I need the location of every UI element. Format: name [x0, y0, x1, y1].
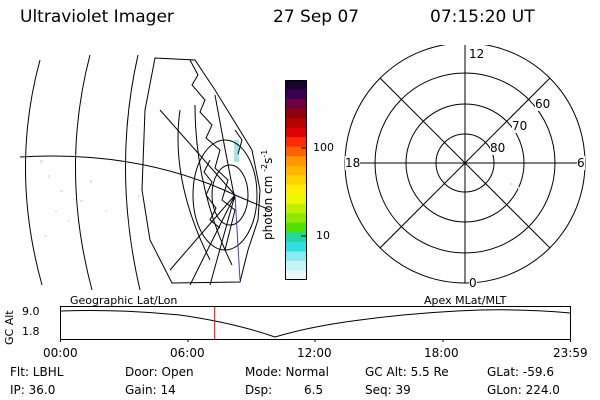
- colorbar-cell: [285, 118, 307, 129]
- colorbar-cell: [285, 194, 307, 205]
- dsp-value: 6.5: [304, 383, 324, 397]
- colorbar-cell: [285, 165, 307, 176]
- dsp-label: Dsp:: [245, 383, 273, 397]
- x-tick-1800: 18:00: [424, 346, 459, 360]
- colorbar-cell: [285, 80, 307, 91]
- altitude-timeline-plot: [60, 306, 571, 342]
- gc-altitude-value: GC Alt: 5.5 Re: [365, 365, 449, 379]
- polar-label-70: 70: [512, 119, 528, 133]
- colorbar-cell: [285, 270, 307, 280]
- apex-mlat-mlt-label: Apex MLat/MLT: [424, 294, 507, 307]
- colorbar-cell: [285, 203, 307, 214]
- timeline-ytick-top: 9.0: [22, 305, 40, 318]
- colorbar-cell: [285, 146, 307, 157]
- geo-longitude-value: GLon: 224.0: [487, 383, 560, 397]
- colorbar-cell: [285, 222, 307, 233]
- colorbar-tick-100: 100: [313, 141, 334, 154]
- gain-value: Gain: 14: [125, 383, 176, 397]
- polar-label-12: 12: [469, 47, 485, 61]
- geographic-map-image: [20, 54, 270, 290]
- colorbar-cell: [285, 99, 307, 110]
- door-status: Door: Open: [125, 365, 194, 379]
- x-tick-0000: 00:00: [43, 346, 78, 360]
- x-tick-2359: 23:59: [553, 346, 588, 360]
- mode-status: Mode: Normal: [245, 365, 329, 379]
- instrument-title: Ultraviolet Imager: [20, 7, 174, 27]
- colorbar-cell: [285, 89, 307, 100]
- polar-label-0: 0: [469, 276, 477, 290]
- colorbar-cell: [285, 175, 307, 186]
- colorbar-cell: [285, 156, 307, 167]
- x-tick-1200: 12:00: [297, 346, 332, 360]
- polar-label-6: 6: [577, 156, 585, 170]
- filter-value: Flt: LBHL: [10, 365, 64, 379]
- colorbar-unit-label: photon cm -2s-1: [260, 149, 275, 240]
- colorbar-cell: [285, 232, 307, 243]
- polar-label-80: 80: [490, 141, 506, 155]
- colorbar-tick-10: 10: [316, 229, 330, 242]
- colorbar-cell: [285, 108, 307, 119]
- gc-alt-axis-title: GC Alt: [3, 310, 16, 345]
- polar-label-60: 60: [535, 97, 551, 111]
- colorbar-cell: [285, 213, 307, 224]
- colorbar-cell: [285, 184, 307, 195]
- sequence-value: Seq: 39: [365, 383, 411, 397]
- colorbar-cell: [285, 260, 307, 272]
- date-label: 27 Sep 07: [273, 7, 360, 27]
- polar-label-18: 18: [345, 156, 361, 170]
- colorbar-cell: [285, 127, 307, 138]
- x-tick-0600: 06:00: [170, 346, 205, 360]
- timeline-ytick-bottom: 1.8: [22, 325, 40, 338]
- time-label: 07:15:20 UT: [430, 7, 535, 27]
- geographic-latlon-label: Geographic Lat/Lon: [70, 294, 178, 307]
- ip-value: IP: 36.0: [10, 383, 56, 397]
- colorbar-cell: [285, 251, 307, 262]
- colorbar-cell: [285, 241, 307, 253]
- color-scale-bar: [285, 80, 307, 280]
- geo-latitude-value: GLat: -59.6: [487, 365, 554, 379]
- colorbar-cell: [285, 137, 307, 148]
- polar-mlt-plot: [344, 45, 586, 284]
